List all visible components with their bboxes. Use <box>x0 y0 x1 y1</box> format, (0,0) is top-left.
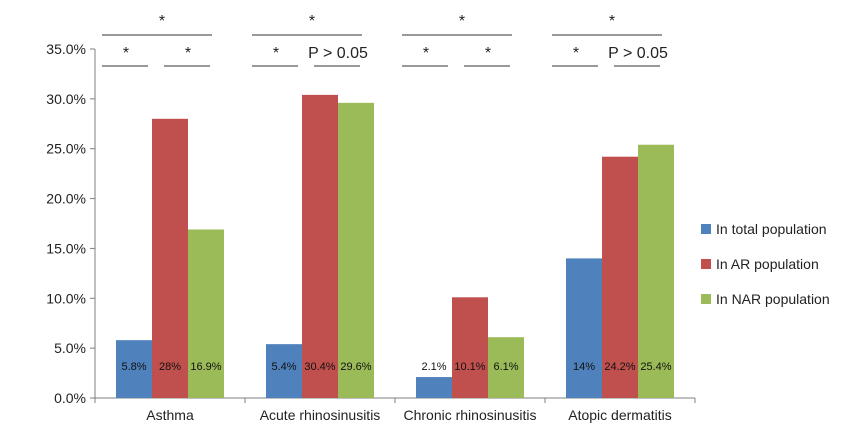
x-category-label: Acute rhinosinusitis <box>260 407 381 423</box>
x-axis: Asthma Acute rhinosinusitis Chronic rhinos… <box>94 397 696 423</box>
bar-data-label: 2.1% <box>421 361 446 373</box>
significance-label: * <box>609 13 615 30</box>
significance-label: * <box>573 45 579 62</box>
bar-data-label: 5.8% <box>121 361 146 373</box>
legend: In total population In AR population In NA… <box>701 221 830 307</box>
significance-label: * <box>273 45 279 62</box>
legend-swatch <box>701 294 711 304</box>
bar <box>152 118 188 399</box>
x-category-label: Atopic dermatitis <box>568 407 671 423</box>
significance-label: * <box>123 45 129 62</box>
bar-data-label: 10.1% <box>454 361 485 373</box>
legend-label: In total population <box>716 221 827 237</box>
significance-label: * <box>423 45 429 62</box>
bar <box>266 344 302 398</box>
y-tick-label: 5.0% <box>54 340 86 356</box>
bar <box>116 340 152 398</box>
bar-data-label: 25.4% <box>640 361 671 373</box>
bar <box>302 94 338 399</box>
bar <box>638 144 674 398</box>
legend-label: In AR population <box>716 256 819 272</box>
significance-label: * <box>309 13 315 30</box>
significance-label: * <box>185 45 191 62</box>
bar <box>488 337 524 398</box>
significance-label: * <box>485 45 491 62</box>
x-category-label: Asthma <box>146 407 194 423</box>
significance-annotations: * * * * * P > 0.05 * * * * * P > 0.05 <box>102 13 668 67</box>
bar-data-label: 30.4% <box>304 361 335 373</box>
bar-data-label: 5.4% <box>271 361 296 373</box>
y-tick-label: 20.0% <box>46 191 86 207</box>
significance-label: P > 0.05 <box>608 45 668 62</box>
bar <box>416 377 452 398</box>
bar-data-label: 24.2% <box>604 361 635 373</box>
legend-swatch <box>701 224 711 234</box>
bar <box>338 102 374 399</box>
bars <box>116 94 674 399</box>
y-axis: 0.0% 5.0% 10.0% 15.0% 20.0% 25.0% 30.0% 35.0% <box>46 41 96 406</box>
y-tick-label: 15.0% <box>46 240 86 256</box>
bar <box>452 297 488 398</box>
legend-label: In NAR population <box>716 291 830 307</box>
bar <box>566 258 602 398</box>
bar-data-label: 16.9% <box>190 361 221 373</box>
bar-data-label: 14% <box>573 361 595 373</box>
data-labels: 5.8% 28% 16.9% 5.4% 30.4% 29.6% 2.1% 10.1% 6.1% 1… <box>121 361 671 373</box>
y-tick-label: 25.0% <box>46 141 86 157</box>
bar-data-label: 6.1% <box>493 361 518 373</box>
significance-label: P > 0.05 <box>308 45 368 62</box>
bar-data-label: 28% <box>159 361 181 373</box>
legend-swatch <box>701 259 711 269</box>
bar <box>602 156 638 398</box>
y-tick-label: 10.0% <box>46 290 86 306</box>
bar <box>188 229 224 398</box>
y-tick-label: 0.0% <box>54 390 86 406</box>
significance-label: * <box>159 13 165 30</box>
y-tick-label: 35.0% <box>46 41 86 57</box>
bar-data-label: 29.6% <box>340 361 371 373</box>
significance-label: * <box>459 13 465 30</box>
y-tick-label: 30.0% <box>46 91 86 107</box>
x-category-label: Chronic rhinosinusitis <box>403 407 536 423</box>
